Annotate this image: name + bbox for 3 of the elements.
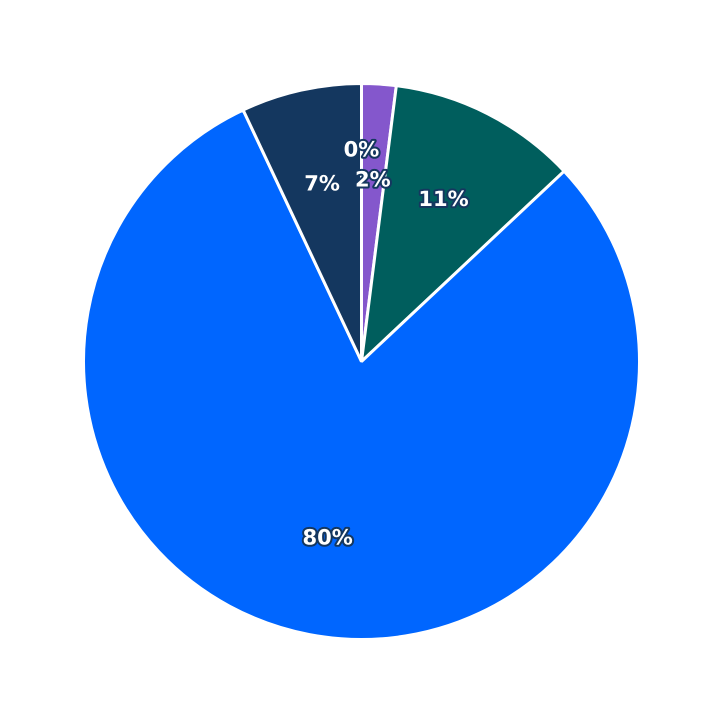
data-label: 80% — [302, 525, 353, 550]
data-label: 7% — [304, 172, 340, 196]
data-label: 11% — [418, 186, 469, 211]
